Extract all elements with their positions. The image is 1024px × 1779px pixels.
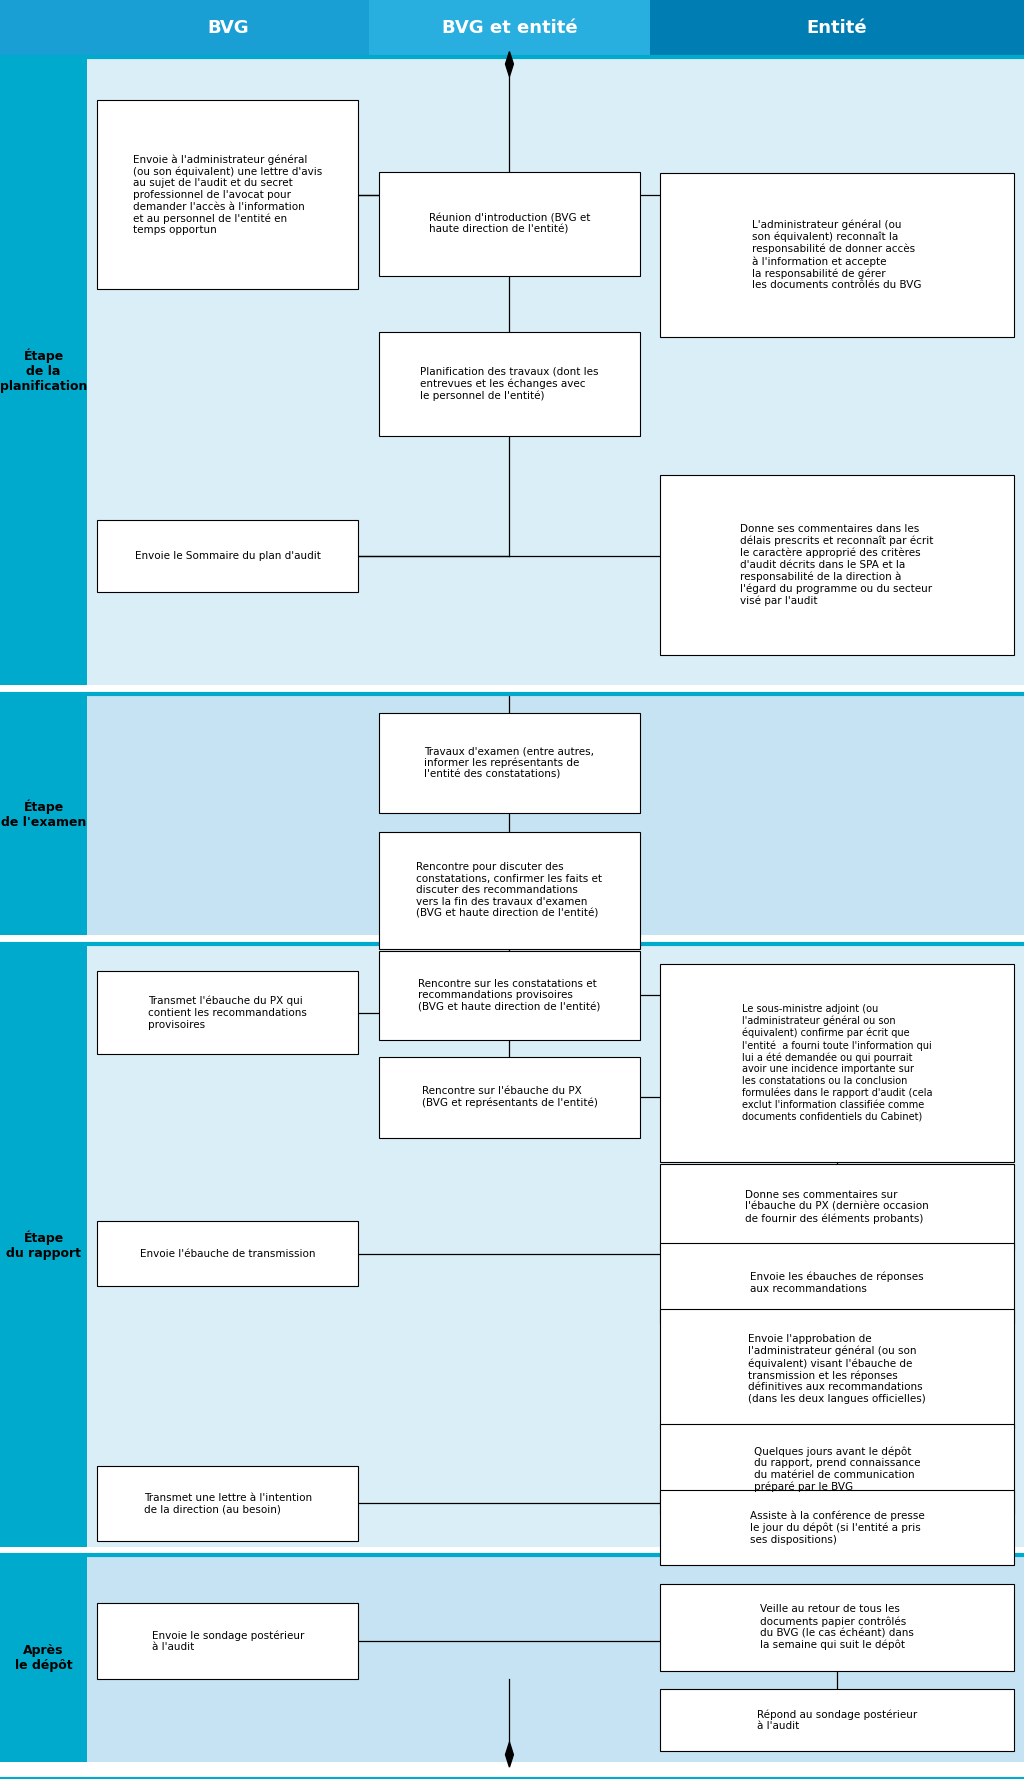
Bar <box>660 1585 1014 1670</box>
Bar <box>660 1309 1014 1429</box>
Text: Envoie les ébauches de réponses
aux recommandations: Envoie les ébauches de réponses aux reco… <box>751 1272 924 1293</box>
Text: Réunion d'introduction (BVG et
haute direction de l'entité): Réunion d'introduction (BVG et haute dir… <box>429 213 590 235</box>
Text: L'administrateur général (ou
son équivalent) reconnaît la
responsabilité de donn: L'administrateur général (ou son équival… <box>753 219 922 290</box>
Bar <box>0 1555 87 1761</box>
Text: Envoie le sondage postérieur
à l'audit: Envoie le sondage postérieur à l'audit <box>152 1630 304 1653</box>
Text: Répond au sondage postérieur
à l'audit: Répond au sondage postérieur à l'audit <box>757 1710 918 1731</box>
Bar <box>650 0 1024 57</box>
Polygon shape <box>506 1742 513 1767</box>
Bar <box>660 1425 1014 1514</box>
Bar <box>379 173 640 276</box>
Text: BVG et entité: BVG et entité <box>441 20 578 37</box>
Text: Rencontre sur les constatations et
recommandations provisoires
(BVG et haute dir: Rencontre sur les constatations et recom… <box>418 978 601 1012</box>
Text: Quelques jours avant le dépôt
du rapport, prend connaissance
du matériel de comm: Quelques jours avant le dépôt du rapport… <box>754 1446 921 1493</box>
Polygon shape <box>506 52 513 76</box>
Bar <box>97 1220 358 1286</box>
Bar <box>87 57 1024 685</box>
Text: Étape
de l'examen: Étape de l'examen <box>1 801 86 829</box>
Bar <box>0 0 87 57</box>
Text: Veille au retour de tous les
documents papier contrôlés
du BVG (le cas échéant) : Veille au retour de tous les documents p… <box>760 1605 914 1651</box>
Text: Assiste à la conférence de presse
le jour du dépôt (si l'entité a pris
ses dispo: Assiste à la conférence de presse le jou… <box>750 1510 925 1544</box>
Bar <box>0 694 87 936</box>
Bar <box>379 333 640 436</box>
Text: Transmet une lettre à l'intention
de la direction (au besoin): Transmet une lettre à l'intention de la … <box>143 1493 312 1514</box>
Bar <box>97 519 358 592</box>
Text: Après
le dépôt: Après le dépôt <box>14 1644 73 1672</box>
Text: Donne ses commentaires sur
l'ébauche du PX (dernière occasion
de fournir des élé: Donne ses commentaires sur l'ébauche du … <box>745 1190 929 1224</box>
Bar <box>0 57 87 685</box>
Text: Donne ses commentaires dans les
délais prescrits et reconnaît par écrit
le carac: Donne ses commentaires dans les délais p… <box>740 523 934 607</box>
Text: Entité: Entité <box>807 20 867 37</box>
Bar <box>660 475 1014 655</box>
Text: Étape
de la
planification: Étape de la planification <box>0 349 87 393</box>
Bar <box>379 833 640 948</box>
Bar <box>660 173 1014 336</box>
Text: Envoie le Sommaire du plan d'audit: Envoie le Sommaire du plan d'audit <box>135 551 321 562</box>
Bar <box>369 0 650 57</box>
Bar <box>0 945 87 1546</box>
Text: Rencontre pour discuter des
constatations, confirmer les faits et
discuter des r: Rencontre pour discuter des constatation… <box>417 863 602 918</box>
Bar <box>660 1690 1014 1752</box>
Bar <box>87 945 1024 1546</box>
Bar <box>97 100 358 290</box>
Bar <box>379 950 640 1041</box>
Bar <box>97 1466 358 1541</box>
Bar <box>87 694 1024 936</box>
Text: Envoie l'approbation de
l'administrateur général (ou son
équivalent) visant l'éb: Envoie l'approbation de l'administrateur… <box>749 1334 926 1404</box>
Bar <box>379 713 640 813</box>
Text: Envoie l'ébauche de transmission: Envoie l'ébauche de transmission <box>140 1249 315 1260</box>
Text: Envoie à l'administrateur général
(ou son équivalent) une lettre d'avis
au sujet: Envoie à l'administrateur général (ou so… <box>133 155 323 235</box>
Bar <box>379 1057 640 1137</box>
Text: Rencontre sur l'ébauche du PX
(BVG et représentants de l'entité): Rencontre sur l'ébauche du PX (BVG et re… <box>422 1085 597 1108</box>
Bar <box>660 1163 1014 1251</box>
Text: Transmet l'ébauche du PX qui
contient les recommandations
provisoires: Transmet l'ébauche du PX qui contient le… <box>148 996 307 1030</box>
Bar <box>87 0 369 57</box>
Bar <box>97 1603 358 1679</box>
Text: Étape
du rapport: Étape du rapport <box>6 1231 81 1260</box>
Text: Le sous-ministre adjoint (ou
l'administrateur général ou son
équivalent) confirm: Le sous-ministre adjoint (ou l'administr… <box>741 1003 933 1121</box>
Bar <box>660 1489 1014 1566</box>
Text: BVG: BVG <box>207 20 249 37</box>
Bar <box>660 1244 1014 1322</box>
Text: Travaux d'examen (entre autres,
informer les représentants de
l'entité des const: Travaux d'examen (entre autres, informer… <box>424 745 595 779</box>
Bar <box>660 964 1014 1162</box>
Text: Planification des travaux (dont les
entrevues et les échanges avec
le personnel : Planification des travaux (dont les entr… <box>420 366 599 402</box>
Bar <box>97 971 358 1053</box>
Bar <box>87 1555 1024 1761</box>
